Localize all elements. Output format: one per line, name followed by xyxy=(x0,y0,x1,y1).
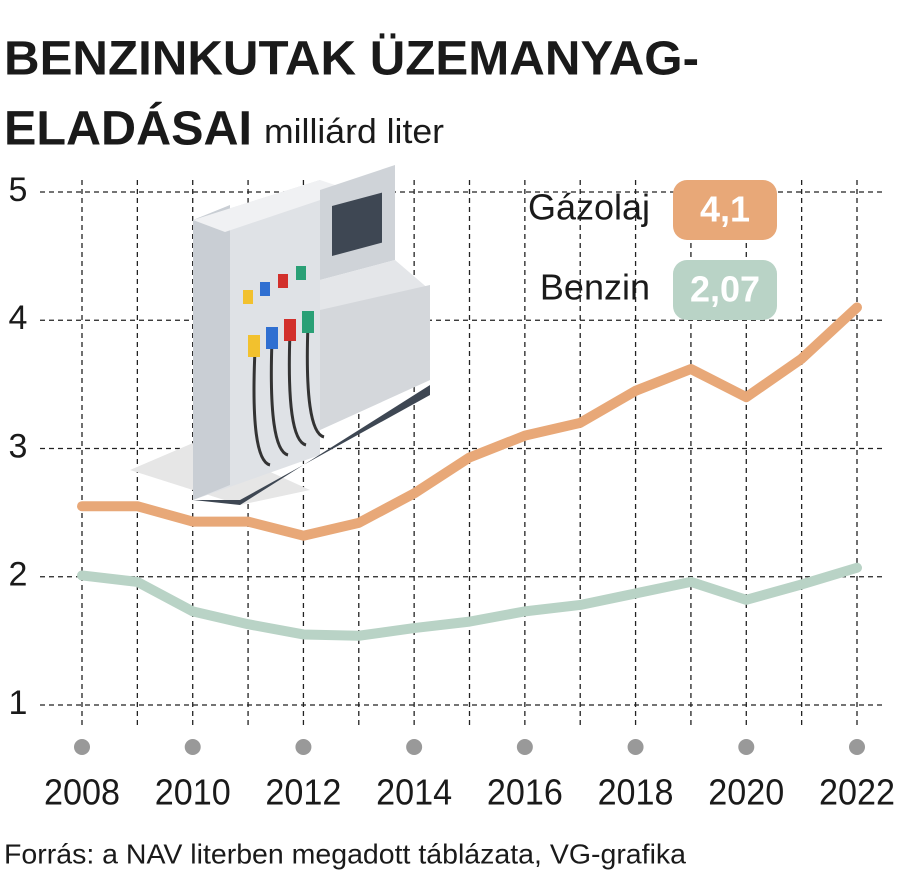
x-tick-label: 2018 xyxy=(598,772,674,813)
y-tick-label: 5 xyxy=(9,171,28,209)
y-tick-label: 4 xyxy=(9,299,28,337)
x-tick-mark xyxy=(627,739,644,755)
x-tick-label: 2020 xyxy=(708,772,784,813)
chart-title: ELADÁSAI xyxy=(4,102,252,156)
x-tick-label: 2014 xyxy=(376,772,452,813)
x-tick-mark xyxy=(849,739,865,755)
x-tick-label: 2016 xyxy=(487,772,563,813)
x-tick-mark xyxy=(406,739,423,755)
data-line xyxy=(77,302,862,541)
illustration xyxy=(130,165,430,505)
source: Forrás: a NAV literben megadott táblázat… xyxy=(4,838,686,869)
value-label: 4,1 xyxy=(700,189,750,230)
x-tick-label: 2010 xyxy=(155,772,231,813)
y-tick-label: 3 xyxy=(9,427,28,465)
x-tick-label: 2008 xyxy=(44,772,120,813)
y-tick-label: 2 xyxy=(9,556,28,594)
x-tick-mark xyxy=(738,739,755,755)
value-label: 2,07 xyxy=(690,269,760,310)
legend-label: Gázolaj xyxy=(528,187,650,228)
x-tick-label: 2022 xyxy=(819,772,895,813)
x-tick-label: 2012 xyxy=(265,772,341,813)
subtitle: milliárd liter xyxy=(264,113,444,151)
legend-swatch xyxy=(673,260,777,320)
x-tick-mark xyxy=(295,739,312,755)
y-tick-label: 1 xyxy=(9,684,28,722)
data-line xyxy=(77,562,862,641)
x-tick-mark xyxy=(74,739,90,755)
x-tick-mark xyxy=(184,739,201,755)
legend-label: Benzin xyxy=(540,267,650,308)
x-tick-mark xyxy=(516,739,533,755)
chart-title: BENZINKUTAK ÜZEMANYAG- xyxy=(4,33,699,86)
legend-swatch xyxy=(673,180,777,240)
